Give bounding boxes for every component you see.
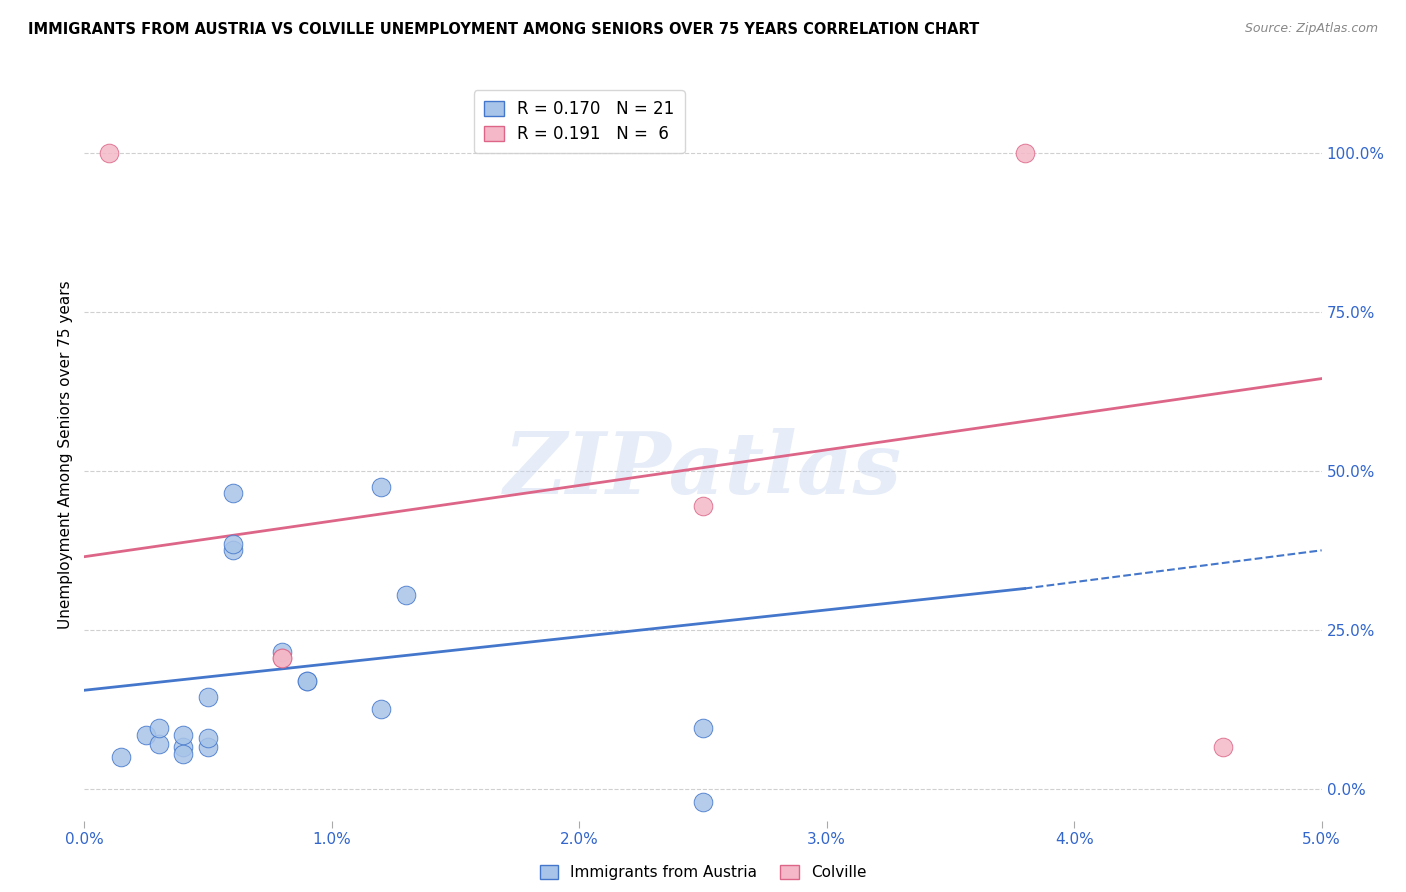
Text: ZIPatlas: ZIPatlas <box>503 428 903 511</box>
Y-axis label: Unemployment Among Seniors over 75 years: Unemployment Among Seniors over 75 years <box>58 281 73 629</box>
Point <box>395 588 418 602</box>
Point <box>222 486 245 500</box>
Point <box>148 722 170 736</box>
Point <box>370 702 392 716</box>
Point <box>110 750 132 764</box>
Point <box>692 795 714 809</box>
Point <box>98 145 121 160</box>
Point <box>197 731 219 745</box>
Point <box>172 747 194 761</box>
Legend: Immigrants from Austria, Colville: Immigrants from Austria, Colville <box>534 859 872 886</box>
Point <box>271 651 294 665</box>
Point <box>197 740 219 755</box>
Point <box>172 740 194 755</box>
Point <box>271 645 294 659</box>
Point <box>271 651 294 665</box>
Point <box>692 722 714 736</box>
Point <box>172 728 194 742</box>
Point <box>370 480 392 494</box>
Point <box>1014 145 1036 160</box>
Point <box>692 499 714 513</box>
Point <box>295 673 318 688</box>
Text: Source: ZipAtlas.com: Source: ZipAtlas.com <box>1244 22 1378 36</box>
Point <box>148 737 170 751</box>
Point <box>135 728 157 742</box>
Text: IMMIGRANTS FROM AUSTRIA VS COLVILLE UNEMPLOYMENT AMONG SENIORS OVER 75 YEARS COR: IMMIGRANTS FROM AUSTRIA VS COLVILLE UNEM… <box>28 22 980 37</box>
Point <box>197 690 219 704</box>
Point <box>222 537 245 551</box>
Point <box>1212 740 1234 755</box>
Point <box>295 673 318 688</box>
Point <box>222 543 245 558</box>
